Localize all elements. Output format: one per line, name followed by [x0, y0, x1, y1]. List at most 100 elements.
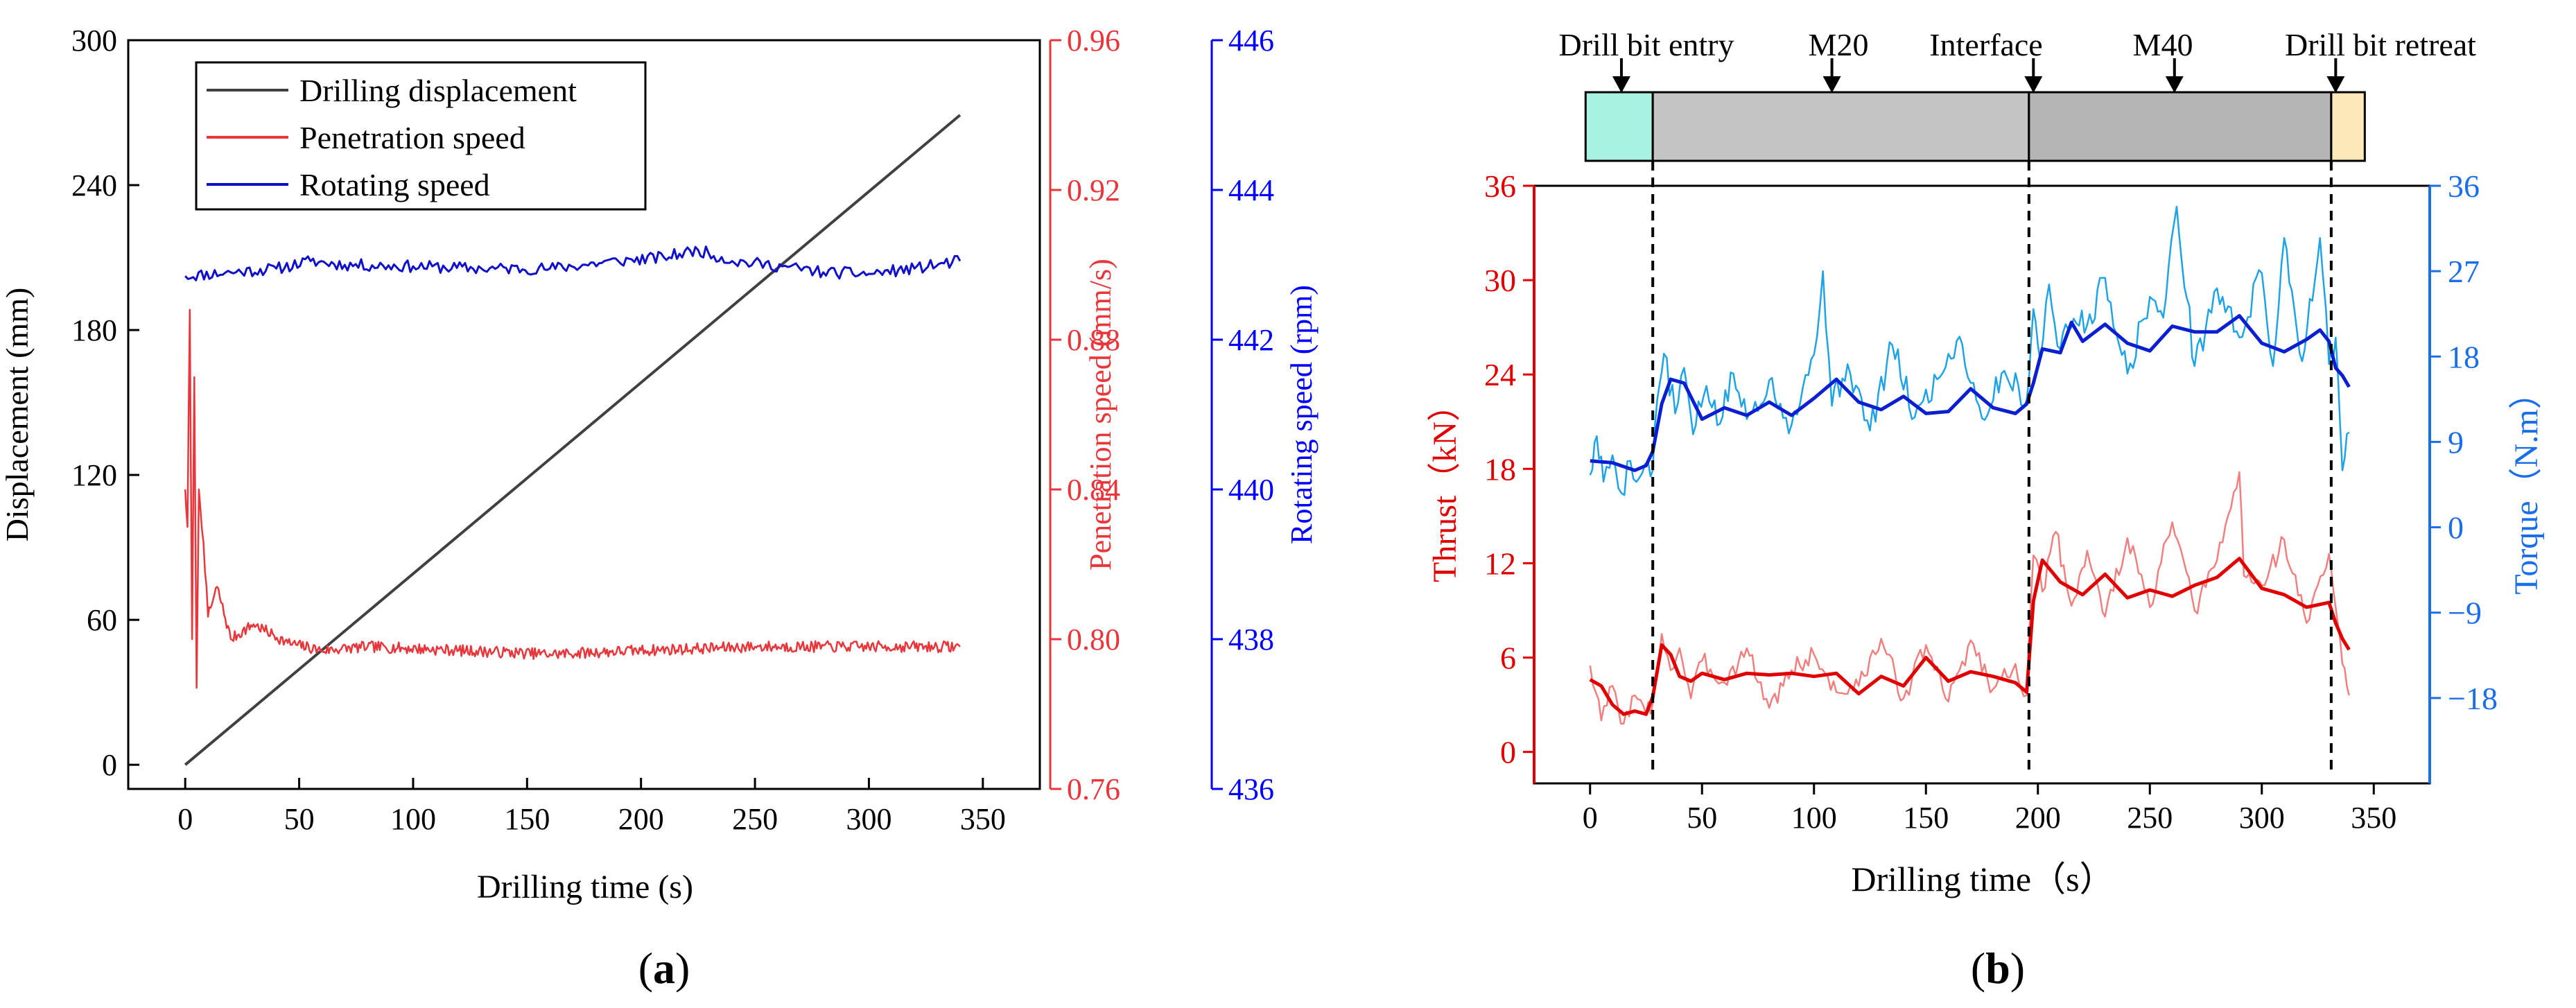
bar-label: M40	[2133, 27, 2193, 62]
bar-arrow-head	[1822, 76, 1841, 93]
panel-a-left-axis: 0 60 120 180 240 300	[71, 24, 139, 782]
bar-segment-m40	[2028, 91, 2333, 162]
thrust-tick-label: 18	[1484, 451, 1516, 487]
torque-tick-label: 0	[2448, 510, 2464, 546]
panel-b-x-axis-title: Drilling time（s）	[1851, 860, 2114, 898]
panel-b-stage-markers	[1651, 161, 2333, 776]
legend-label-penetration: Penetration speed	[299, 120, 525, 155]
bar-segment-retreat	[2330, 91, 2366, 162]
rotating-tick-label: 442	[1228, 323, 1274, 357]
panel-b-thrust-axis: 0 6 12 18 24 30 36	[1484, 168, 1534, 770]
series-thrust-raw	[1589, 471, 2350, 725]
rotating-tick-label: 436	[1228, 772, 1274, 806]
rotating-tick-label: 438	[1228, 623, 1274, 657]
panel-b-torque-axis: −18 −9 0 9 18 27 36	[2430, 168, 2498, 716]
displacement-tick-label: 120	[71, 458, 117, 492]
panel-a-x-tick-label: 350	[960, 802, 1006, 836]
penetration-tick-label: 0.76	[1067, 772, 1120, 806]
panel-b-letter: b	[1985, 944, 2010, 993]
thrust-tick-label: 12	[1484, 546, 1516, 581]
series-rotating-speed	[184, 245, 961, 281]
thrust-tick-label: 0	[1500, 735, 1516, 770]
torque-tick-label: 18	[2448, 339, 2480, 374]
panel-b-x-tick-label: 350	[2351, 801, 2396, 835]
panel-a-penetration-axis-title: Penetration speed (mm/s)	[1084, 259, 1117, 571]
series-thrust-smoothed	[1589, 557, 2351, 716]
series-torque-raw	[1589, 205, 2350, 496]
torque-tick-label: 36	[2448, 168, 2480, 204]
bar-segment-entry	[1584, 91, 1654, 162]
displacement-tick-label: 0	[102, 748, 117, 782]
panel-a-label: (a)	[638, 944, 690, 993]
thrust-tick-label: 24	[1484, 357, 1516, 392]
panel-a-x-tick-label: 0	[177, 802, 193, 836]
series-penetration-speed	[184, 309, 961, 689]
panel-a-x-axis: 0 50 100 150 200 250 300 350	[177, 778, 1006, 836]
panel-a-x-axis-title: Drilling time (s)	[477, 869, 693, 905]
panel-a-x-tick-label: 200	[618, 802, 664, 836]
panel-a-x-tick-label: 100	[390, 802, 436, 836]
rotating-tick-label: 440	[1228, 473, 1274, 507]
thrust-tick-label: 6	[1500, 641, 1516, 676]
panel-b-x-tick-label: 200	[2015, 801, 2061, 835]
bar-arrow-head	[1612, 76, 1630, 93]
bar-label: Drill bit entry	[1559, 27, 1734, 62]
legend-label-rotating: Rotating speed	[299, 167, 490, 202]
panel-a-rotating-axis-title: Rotating speed (rpm)	[1285, 285, 1319, 544]
panel-a-x-tick-label: 50	[284, 802, 315, 836]
panel-a-x-tick-label: 300	[846, 802, 891, 836]
thrust-tick-label: 36	[1484, 168, 1516, 204]
bar-arrow-head	[2326, 76, 2345, 93]
panel-b-x-axis: 0 50 100 150 200 250 300 350	[1583, 783, 2396, 835]
panel-b-bar-arrows	[1612, 58, 2345, 93]
panel-b-x-tick-label: 300	[2239, 801, 2285, 835]
panel-b-series	[1589, 205, 2351, 725]
panel-b-thrust-axis-title: Thrust（kN）	[1427, 388, 1463, 582]
bar-arrow-head	[2165, 76, 2184, 93]
bar-label: Drill bit retreat	[2285, 27, 2476, 62]
panel-b-material-bar	[1584, 91, 2366, 162]
panel-b: Drill bit entry M20 Interface M40 Drill bit …	[1427, 27, 2545, 993]
penetration-tick-label: 0.84	[1067, 473, 1120, 507]
panel-a-legend: Drilling displacement Penetration speed …	[195, 61, 647, 211]
thrust-tick-label: 30	[1484, 263, 1516, 298]
legend-label-displacement: Drilling displacement	[299, 73, 577, 108]
rotating-tick-label: 444	[1228, 173, 1274, 207]
torque-tick-label: 9	[2448, 424, 2464, 460]
bar-arrow-head	[2024, 76, 2043, 93]
penetration-tick-label: 0.80	[1067, 623, 1120, 657]
penetration-tick-label: 0.88	[1067, 323, 1120, 357]
torque-tick-label: −9	[2448, 596, 2482, 631]
panel-b-bar-labels: Drill bit entry M20 Interface M40 Drill bit …	[1559, 27, 2477, 62]
panel-b-torque-axis-title: Torque（N.m）	[2508, 376, 2545, 594]
displacement-tick-label: 240	[71, 168, 117, 202]
panel-b-x-tick-label: 0	[1583, 801, 1598, 835]
panel-a-series	[184, 114, 961, 766]
rotating-tick-label: 446	[1228, 24, 1274, 58]
panel-a-penetration-axis: 0.76 0.80 0.84 0.88 0.92 0.96	[1049, 24, 1120, 806]
bar-label: M20	[1809, 27, 1869, 62]
panel-a-x-tick-label: 250	[732, 802, 778, 836]
torque-tick-label: 27	[2448, 254, 2480, 289]
panel-a-displacement-axis-title: Displacement (mm)	[0, 288, 35, 542]
bar-label: Interface	[1929, 27, 2042, 62]
series-torque-smoothed	[1590, 314, 2351, 472]
penetration-tick-label: 0.92	[1067, 173, 1120, 207]
panel-b-x-tick-label: 50	[1687, 801, 1717, 835]
penetration-tick-label: 0.96	[1067, 24, 1120, 58]
panel-a-letter: a	[653, 944, 675, 993]
panel-b-x-tick-label: 250	[2127, 801, 2173, 835]
panel-a-x-tick-label: 150	[504, 802, 550, 836]
displacement-tick-label: 180	[71, 313, 117, 347]
panel-b-x-tick-label: 100	[1791, 801, 1837, 835]
bar-segment-m20	[1651, 91, 2030, 162]
panel-a-plot-frame	[127, 39, 1041, 790]
panel-b-label: (b)	[1971, 944, 2025, 993]
displacement-tick-label: 300	[71, 24, 117, 58]
panel-b-x-tick-label: 150	[1903, 801, 1949, 835]
series-drilling-displacement	[184, 114, 961, 766]
panel-a-rotating-axis: 436 438 440 442 444 446	[1210, 24, 1274, 806]
panel-a: 0 60 120 180 240 300 0 50 100 150 200 250 300 350 0.…	[0, 24, 1319, 993]
panel-b-plot-frame	[1533, 184, 2431, 785]
